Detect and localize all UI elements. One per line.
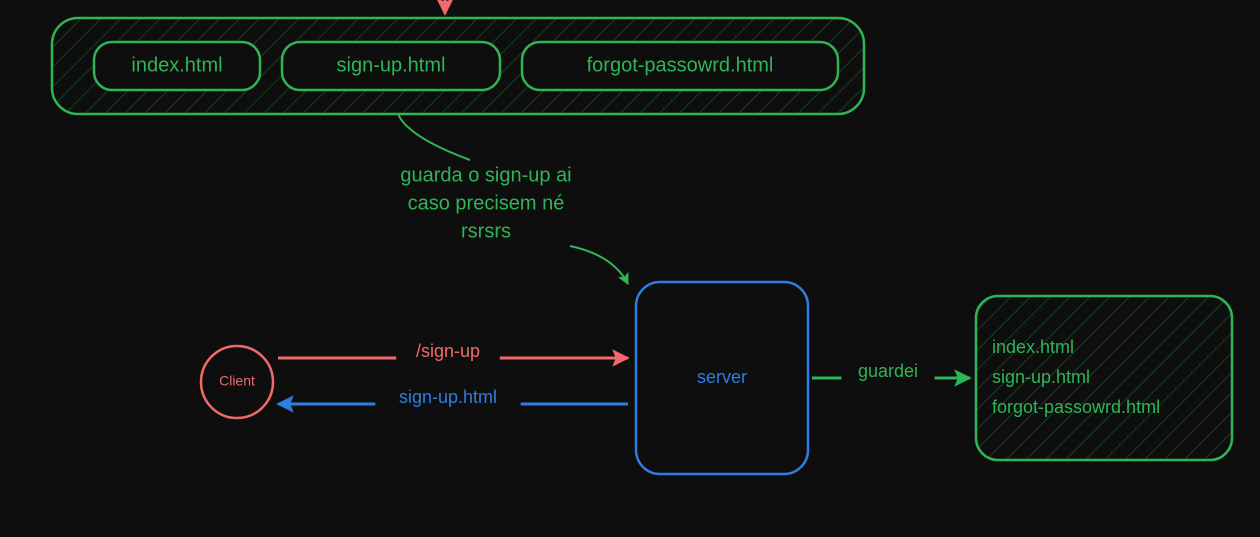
storage-line: forgot-passowrd.html (992, 397, 1160, 417)
file-pill-label: forgot-passowrd.html (587, 54, 774, 76)
storage-line: index.html (992, 337, 1074, 357)
file-pill-label: sign-up.html (337, 54, 446, 76)
server-label: server (697, 367, 747, 387)
client-node: Client (201, 346, 273, 418)
file-pill: forgot-passowrd.html (522, 42, 838, 90)
arrow-client-to-server: /sign-up (278, 341, 628, 361)
storage-line: sign-up.html (992, 367, 1090, 387)
arrow-label: sign-up.html (399, 387, 497, 407)
arrow-label: guardei (858, 361, 918, 381)
note-arrow (570, 246, 628, 284)
note-line: guarda o sign-up ai (400, 165, 571, 187)
files-container: index.html sign-up.html forgot-passowrd.ht… (52, 18, 864, 114)
note-connector (398, 114, 470, 160)
file-pill: sign-up.html (282, 42, 500, 90)
file-pill: index.html (94, 42, 260, 90)
arrow-server-to-storage: guardei (812, 361, 970, 381)
storage-node: index.html sign-up.html forgot-passowrd.ht… (976, 296, 1232, 460)
note-text: guarda o sign-up ai caso precisem né rsrsr… (400, 165, 571, 243)
arrow-label: /sign-up (416, 341, 480, 361)
note-line: caso precisem né (408, 193, 565, 215)
server-node: server (636, 282, 808, 474)
note-line: rsrsrs (461, 221, 511, 243)
client-label: Client (219, 373, 255, 389)
arrow-server-to-client: sign-up.html (278, 387, 628, 407)
file-pill-label: index.html (131, 54, 222, 76)
